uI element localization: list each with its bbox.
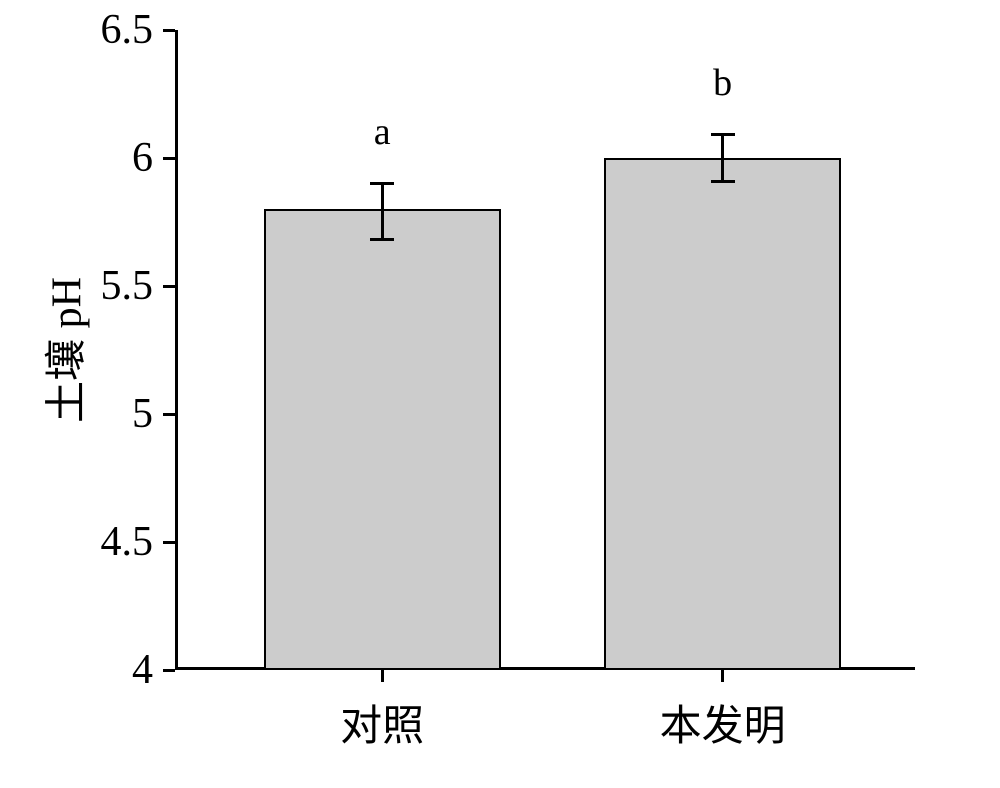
bar [604, 158, 841, 670]
y-tick-mark [163, 157, 175, 160]
y-axis-label: 土壤 pH [33, 277, 94, 423]
bar [264, 209, 501, 670]
y-tick-mark [163, 669, 175, 672]
x-tick-mark [381, 670, 384, 682]
error-bar [381, 184, 384, 240]
error-bar-cap [711, 133, 735, 136]
error-bar-cap [370, 238, 394, 241]
y-tick-label: 5.5 [101, 262, 154, 310]
error-bar [721, 135, 724, 181]
y-tick-mark [163, 29, 175, 32]
y-tick-mark [163, 285, 175, 288]
significance-label: a [374, 110, 391, 154]
y-tick-label: 6.5 [101, 6, 154, 54]
y-tick-label: 6 [132, 134, 153, 182]
y-tick-mark [163, 541, 175, 544]
significance-label: b [713, 61, 732, 105]
y-tick-mark [163, 413, 175, 416]
x-tick-label: 对照 [340, 692, 424, 753]
error-bar-cap [711, 180, 735, 183]
error-bar-cap [370, 182, 394, 185]
x-tick-label: 本发明 [660, 692, 786, 753]
y-tick-label: 4 [132, 646, 153, 694]
y-tick-label: 5 [132, 390, 153, 438]
x-tick-mark [721, 670, 724, 682]
y-tick-label: 4.5 [101, 518, 154, 566]
bar-chart: 土壤 pH 4 4.5 5 5.5 6 6.5 对照 a 本发明 b [0, 0, 1000, 788]
